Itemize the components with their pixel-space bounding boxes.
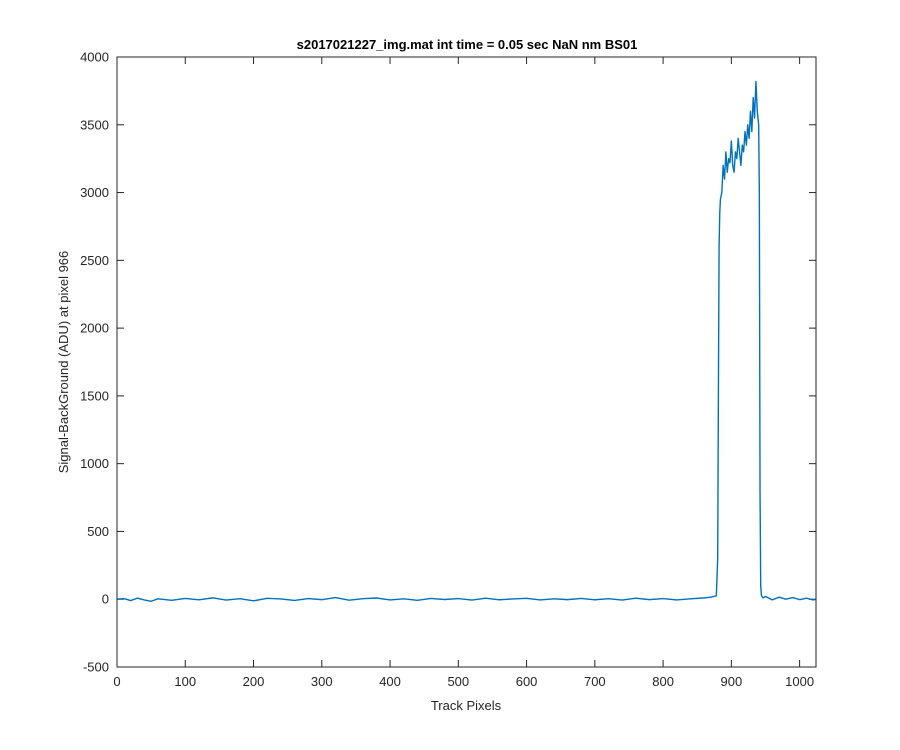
plot-frame bbox=[116, 56, 817, 668]
series-line bbox=[116, 80, 817, 602]
y-tick-label: -500 bbox=[83, 660, 109, 675]
x-tick-label: 100 bbox=[174, 674, 196, 689]
y-tick-label: 0 bbox=[102, 592, 109, 607]
x-tick-label: 800 bbox=[652, 674, 674, 689]
y-tick-label: 500 bbox=[87, 524, 109, 539]
y-tick-label: 3500 bbox=[80, 117, 109, 132]
x-tick-label: 500 bbox=[447, 674, 469, 689]
y-tick-label: 2000 bbox=[80, 321, 109, 336]
y-tick-labels: -500 0 500 1000 1500 2000 2500 3000 3500 4000 bbox=[80, 50, 109, 675]
x-tick-label: 600 bbox=[516, 674, 538, 689]
plot-area bbox=[117, 57, 816, 667]
y-tick-label: 4000 bbox=[80, 50, 109, 65]
y-axis-label: Signal-BackGround (ADU) at pixel 966 bbox=[56, 251, 71, 474]
x-tick-label: 900 bbox=[721, 674, 743, 689]
y-tick-label: 1000 bbox=[80, 456, 109, 471]
x-tick-label: 200 bbox=[243, 674, 265, 689]
chart-title: s2017021227_img.mat int time = 0.05 sec … bbox=[297, 37, 638, 52]
x-tick-label: 300 bbox=[311, 674, 333, 689]
y-tick-label: 1500 bbox=[80, 388, 109, 403]
x-axis-label: Track Pixels bbox=[431, 698, 502, 713]
x-tick-labels: 0 100 200 300 400 500 600 700 800 900 1000 bbox=[113, 674, 814, 689]
x-tick-label: 0 bbox=[113, 674, 120, 689]
x-tick-label: 1000 bbox=[785, 674, 814, 689]
y-tick-label: 2500 bbox=[80, 253, 109, 268]
y-tick-label: 3000 bbox=[80, 185, 109, 200]
x-tick-label: 400 bbox=[379, 674, 401, 689]
x-tick-label: 700 bbox=[584, 674, 606, 689]
